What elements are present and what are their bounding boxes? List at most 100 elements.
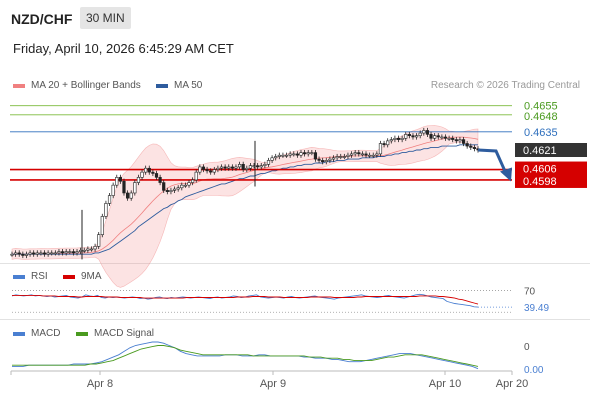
symbol-title: NZD/CHF xyxy=(11,11,73,27)
candle-body-96 xyxy=(357,152,361,155)
candle-body-95 xyxy=(353,152,357,155)
candle-body-75 xyxy=(281,154,285,157)
timeframe-badge[interactable]: 30 MIN xyxy=(80,7,131,29)
candle-body-29 xyxy=(115,177,119,186)
legend-ma20: MA 20 + Bollinger Bands xyxy=(13,80,141,91)
candle-body-24 xyxy=(97,234,101,247)
rsi-swatch-icon xyxy=(13,274,25,279)
candle-body-7 xyxy=(35,252,39,255)
rsi-tick-last: 39.49 xyxy=(524,303,549,314)
candle-body-51 xyxy=(194,171,198,181)
level-tag-bg-0.4598 xyxy=(515,173,587,188)
candle-body-22 xyxy=(89,248,94,251)
candle-body-55 xyxy=(209,170,213,173)
candle-body-35 xyxy=(136,177,141,183)
candle-body-66 xyxy=(248,165,253,169)
candle-body-73 xyxy=(274,156,278,159)
candle-body-32 xyxy=(125,192,130,199)
candle-body-28 xyxy=(111,184,115,196)
separator-macd xyxy=(0,319,590,320)
candle-body-106 xyxy=(393,137,397,140)
candle-body-25 xyxy=(100,216,104,235)
candle-body-41 xyxy=(158,177,162,183)
candle-body-103 xyxy=(382,143,386,146)
candle-body-33 xyxy=(129,192,133,199)
candle-body-119 xyxy=(440,136,444,139)
level-tag-0.4606: 0.4606 xyxy=(523,164,557,176)
legend-ma50-label: MA 50 xyxy=(174,80,203,91)
candle-body-80 xyxy=(299,152,303,156)
candle-body-77 xyxy=(288,153,292,156)
candle-body-122 xyxy=(451,137,455,140)
candle-body-121 xyxy=(447,137,451,140)
candle-body-127 xyxy=(469,145,473,148)
candle-body-61 xyxy=(230,166,234,169)
candle-body-118 xyxy=(436,135,440,138)
candle-body-78 xyxy=(292,153,296,156)
candle-body-47 xyxy=(180,184,184,189)
candle-body-91 xyxy=(339,156,343,158)
candle-body-42 xyxy=(162,182,166,191)
candle-body-93 xyxy=(346,154,350,157)
ma50-swatch-icon xyxy=(156,83,168,88)
legend-macd-label: MACD xyxy=(31,328,61,339)
candle-body-9 xyxy=(42,252,47,255)
level-tag-0.4655: 0.4655 xyxy=(524,101,558,113)
legend-rsi-label: RSI xyxy=(31,271,48,282)
candle-body-97 xyxy=(360,153,365,156)
candle-body-4 xyxy=(24,253,29,256)
candle-body-57 xyxy=(216,167,220,170)
candle-body-39 xyxy=(151,171,155,174)
candle-body-8 xyxy=(39,252,43,255)
candle-body-50 xyxy=(191,179,195,183)
candle-body-74 xyxy=(277,154,281,157)
candle-body-113 xyxy=(418,132,422,136)
candle-body-45 xyxy=(172,188,177,191)
legend-macd-signal: MACD Signal xyxy=(76,328,154,339)
level-tag-0.4648: 0.4648 xyxy=(524,111,558,123)
macd-line-1 xyxy=(12,345,479,367)
macd-tick-zero: 0 xyxy=(524,342,530,353)
level-tag-0.4635: 0.4635 xyxy=(524,127,558,139)
candle-body-90 xyxy=(335,156,339,159)
forecast-arrow-head-icon xyxy=(500,167,512,182)
candle-body-123 xyxy=(454,139,458,142)
candle-body-53 xyxy=(201,166,206,170)
candle-body-49 xyxy=(187,182,191,186)
candle-body-104 xyxy=(386,140,390,146)
candle-body-43 xyxy=(165,190,169,192)
candle-body-114 xyxy=(422,130,426,134)
ma20-line xyxy=(11,136,479,255)
candle-body-94 xyxy=(349,153,354,156)
candle-body-13 xyxy=(57,251,61,254)
level-tag-0.4598: 0.4598 xyxy=(523,176,557,188)
candle-body-71 xyxy=(266,160,271,165)
candle-body-27 xyxy=(107,195,112,204)
candle-body-124 xyxy=(458,139,462,142)
candle-body-117 xyxy=(433,135,437,139)
candle-body-16 xyxy=(68,251,72,253)
candle-body-21 xyxy=(86,248,90,251)
legend-rsi-ma-label: 9MA xyxy=(81,271,102,282)
candle-body-60 xyxy=(227,166,231,169)
legend-macd-signal-label: MACD Signal xyxy=(94,328,155,339)
candle-body-17 xyxy=(71,251,76,254)
candle-body-15 xyxy=(64,251,68,254)
candle-body-82 xyxy=(306,152,310,155)
macd-swatch-icon xyxy=(13,331,25,336)
copyright-text: Research © 2026 Trading Central xyxy=(430,80,580,91)
ma20-swatch-icon xyxy=(13,83,25,88)
rsi-line-9MA xyxy=(12,294,479,305)
candle-body-68 xyxy=(256,165,260,168)
macd-tick-last: 0.00 xyxy=(524,365,544,376)
rsi-tick-70: 70 xyxy=(524,286,536,297)
legend-macd: MACD xyxy=(13,328,60,339)
candle-body-72 xyxy=(270,157,274,161)
macd-signal-swatch-icon xyxy=(76,331,88,336)
candle-body-111 xyxy=(411,135,415,138)
candle-body-64 xyxy=(241,164,245,170)
legend-ma50: MA 50 xyxy=(156,80,202,91)
candle-body-12 xyxy=(53,252,57,255)
candle-body-14 xyxy=(60,251,65,254)
